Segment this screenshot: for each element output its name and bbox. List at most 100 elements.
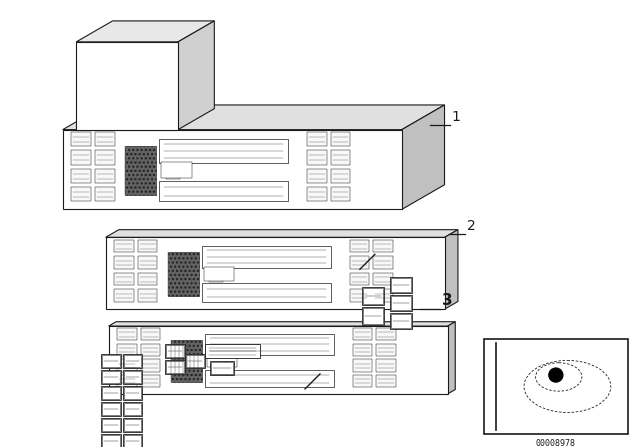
Bar [353,344,372,356]
Bar [102,355,120,367]
Bar [100,386,120,400]
Bar [202,283,331,302]
Polygon shape [109,322,455,326]
Bar [114,240,134,252]
Bar [202,246,331,267]
Bar [353,359,372,371]
Bar [376,344,396,356]
Polygon shape [106,237,445,309]
Bar [124,355,141,367]
Bar [117,344,137,356]
Bar [165,344,186,358]
Bar [122,402,143,416]
Bar [100,354,120,368]
Bar [349,240,369,252]
Bar [376,375,396,387]
Bar [331,187,350,202]
Bar [141,375,161,387]
Bar [141,328,161,340]
Bar [186,355,204,367]
Bar [122,354,143,368]
Bar [100,402,120,416]
Bar [141,344,161,356]
Bar [166,143,180,158]
Bar [212,338,225,350]
Bar [95,132,115,146]
Bar [362,307,384,325]
Bar [391,296,411,310]
Polygon shape [445,230,458,309]
Bar [122,418,143,432]
Polygon shape [109,326,447,394]
Bar [376,328,396,340]
Bar [331,169,350,183]
Bar [102,435,120,447]
Bar [307,151,326,165]
Bar [374,256,393,269]
Bar [205,334,334,354]
Bar [209,269,223,282]
Bar [102,403,120,415]
Bar [204,267,234,281]
Bar [212,356,225,368]
Polygon shape [178,21,214,129]
Polygon shape [402,105,445,209]
Bar [100,418,120,432]
Bar [124,403,141,415]
Bar [363,308,383,324]
Bar [71,132,91,146]
Bar [353,328,372,340]
Bar [117,359,137,371]
Bar [166,165,180,179]
Bar [484,339,628,434]
Bar [211,362,233,374]
Bar [117,375,137,387]
Bar [100,370,120,384]
Bar [138,256,157,269]
Bar [307,169,326,183]
Bar [165,360,186,374]
Bar [186,354,205,368]
Bar [161,162,191,178]
Bar [138,289,157,302]
Bar [102,387,120,399]
Bar [374,272,393,285]
Bar [209,250,223,263]
Bar [159,139,288,163]
Bar [349,272,369,285]
Bar [71,151,91,165]
Bar [331,132,350,146]
Bar [114,256,134,269]
Bar [307,187,326,202]
Bar [374,240,393,252]
Bar [71,187,91,202]
Text: 1: 1 [452,110,461,124]
Bar [205,344,260,358]
Bar [114,289,134,302]
Bar [124,419,141,431]
Polygon shape [106,230,458,237]
Text: 00008978: 00008978 [536,439,576,448]
Bar [363,288,383,304]
Bar [353,375,372,387]
Polygon shape [63,105,445,129]
Bar [159,181,288,202]
Bar [124,387,141,399]
Bar [207,354,237,367]
Bar [390,277,412,293]
Polygon shape [76,42,178,129]
Bar [141,359,161,371]
Bar [390,313,412,329]
Polygon shape [76,21,214,42]
Bar [95,169,115,183]
Bar [349,289,369,302]
Bar [95,151,115,165]
Text: 2: 2 [467,220,476,233]
Bar [122,434,143,448]
Bar [138,240,157,252]
Bar [71,169,91,183]
Bar [122,386,143,400]
Bar [102,371,120,383]
Polygon shape [63,129,402,209]
Bar [211,361,234,375]
